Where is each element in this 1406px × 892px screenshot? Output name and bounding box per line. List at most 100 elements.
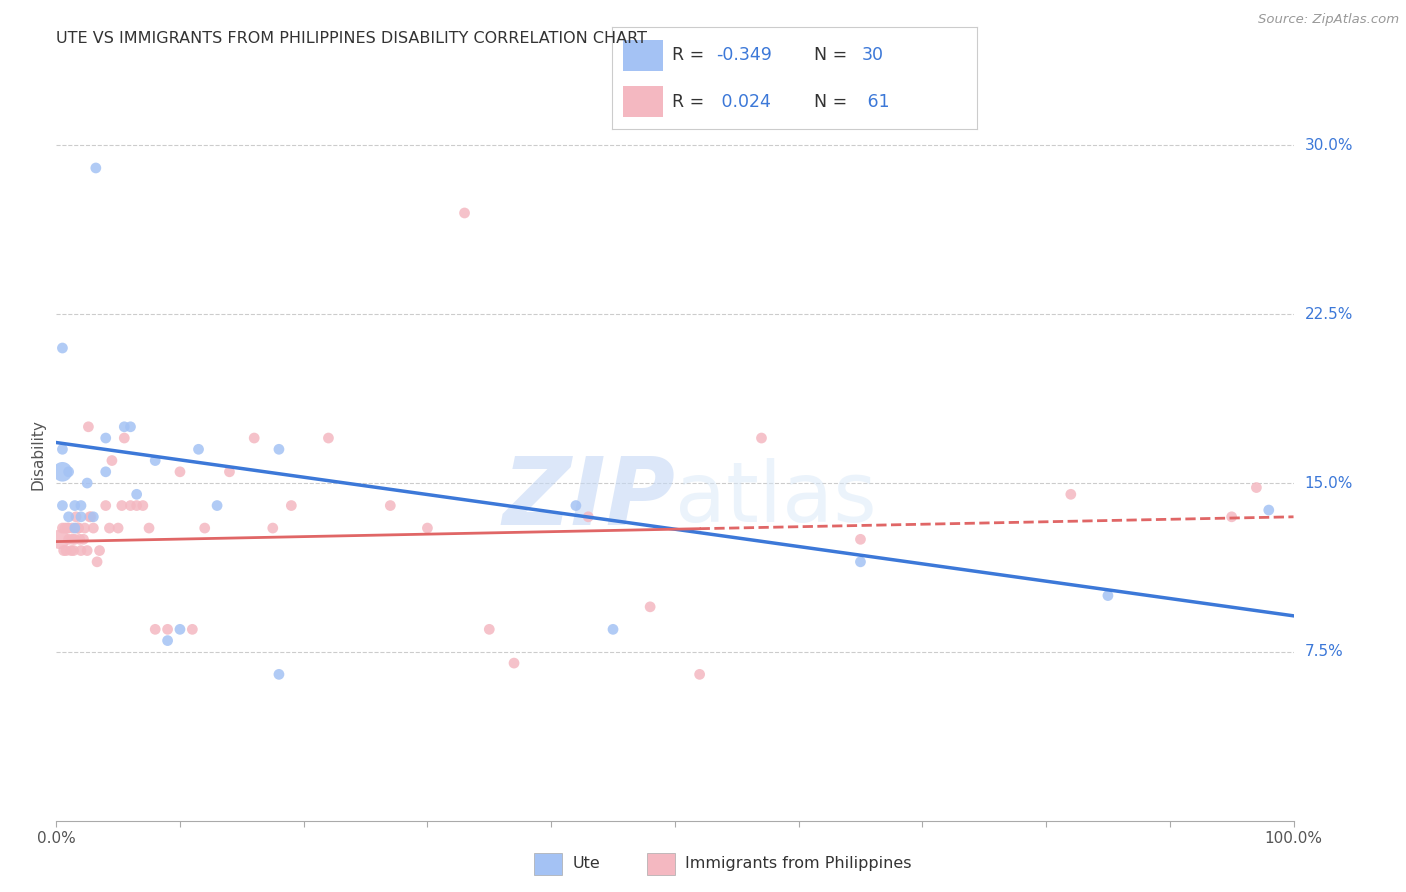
Point [63,499,86,513]
Point [267,667,290,681]
Point [60,521,83,535]
Point [453,206,475,220]
Point [138,521,160,535]
Point [55,543,77,558]
Point [107,521,129,535]
Point [156,623,179,637]
Point [70,499,93,513]
Point [86,555,108,569]
Point [49,533,72,547]
Point [143,623,166,637]
Point [53,521,76,535]
Point [94,499,117,513]
Point [181,623,204,637]
Point [51,341,73,355]
Point [73,521,96,535]
Point [60,543,83,558]
Point [82,521,104,535]
Point [638,599,661,614]
Point [576,509,599,524]
Text: atlas: atlas [675,458,876,540]
Point [1060,487,1083,501]
Point [67,521,90,535]
Text: N =: N = [814,93,853,111]
Point [1220,509,1243,524]
Point [132,499,155,513]
Y-axis label: Disability: Disability [30,419,45,491]
Text: Immigrants from Philippines: Immigrants from Philippines [686,855,912,871]
Point [111,499,134,513]
Point [120,419,142,434]
Text: 0.024: 0.024 [716,93,770,111]
Point [63,521,86,535]
Point [194,521,217,535]
Point [63,533,86,547]
Point [380,499,402,513]
Text: -0.349: -0.349 [716,46,772,64]
Point [205,499,228,513]
Bar [623,40,662,70]
Point [79,509,101,524]
Point [70,509,93,524]
Point [125,487,148,501]
Point [267,442,290,457]
Point [243,431,266,445]
Point [70,543,93,558]
Point [262,521,284,535]
Text: N =: N = [814,46,853,64]
Point [1246,481,1268,495]
Point [51,465,73,479]
Text: Ute: Ute [574,855,600,871]
Bar [647,853,675,875]
Point [52,543,75,558]
Text: 30.0%: 30.0% [1305,138,1353,153]
Point [76,543,98,558]
Point [849,555,872,569]
Point [94,431,117,445]
Point [112,431,135,445]
Point [689,667,711,681]
Text: 22.5%: 22.5% [1305,307,1353,322]
Point [169,465,191,479]
Point [478,623,501,637]
Text: Source: ZipAtlas.com: Source: ZipAtlas.com [1258,13,1399,27]
Point [751,431,773,445]
Text: ZIP: ZIP [502,453,675,545]
Point [82,509,104,524]
Point [89,543,111,558]
Point [60,533,83,547]
Point [94,465,117,479]
Point [58,521,80,535]
Point [280,499,302,513]
Point [98,521,121,535]
Text: 7.5%: 7.5% [1305,644,1343,659]
Point [112,419,135,434]
Point [51,442,73,457]
Point [156,633,179,648]
Point [602,623,624,637]
Point [76,476,98,491]
Point [125,499,148,513]
Point [187,442,209,457]
Point [849,533,872,547]
Point [218,465,240,479]
Point [1257,503,1279,517]
Point [318,431,340,445]
Point [169,623,191,637]
Point [1097,589,1119,603]
Point [62,543,84,558]
Point [56,521,79,535]
Point [66,521,89,535]
Point [565,499,588,513]
Point [58,509,80,524]
Point [51,499,73,513]
Point [143,453,166,467]
Point [58,465,80,479]
Point [72,533,94,547]
Point [84,161,107,175]
Point [58,533,80,547]
Text: UTE VS IMMIGRANTS FROM PHILIPPINES DISABILITY CORRELATION CHART: UTE VS IMMIGRANTS FROM PHILIPPINES DISAB… [56,31,647,46]
Text: 61: 61 [862,93,890,111]
Point [80,509,103,524]
Point [67,521,90,535]
